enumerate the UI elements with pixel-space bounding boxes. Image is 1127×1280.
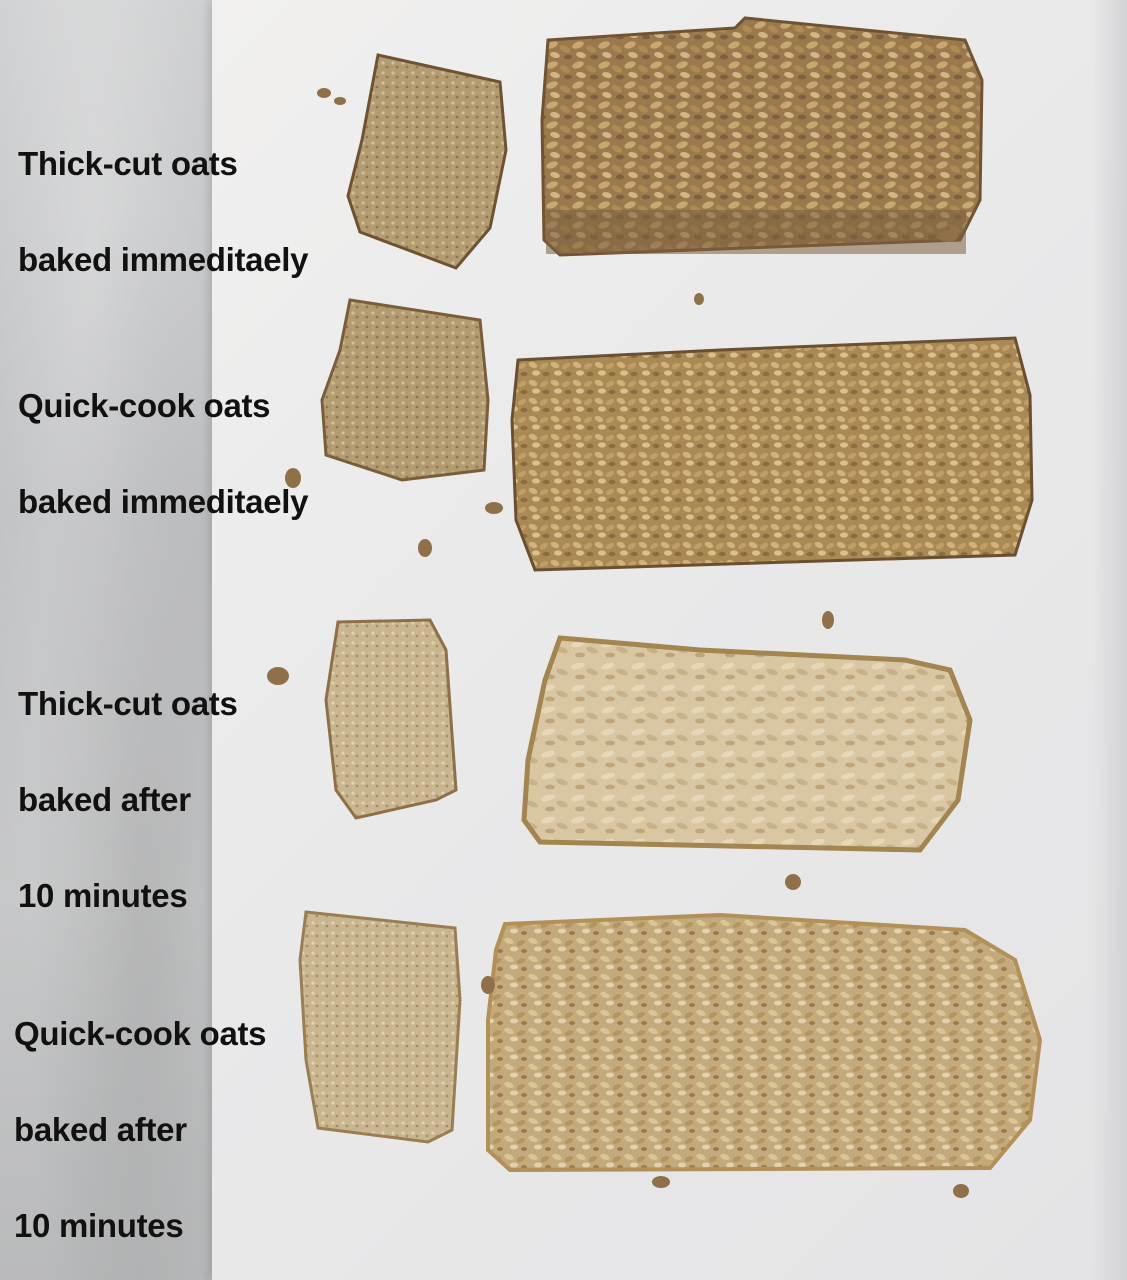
caption-3: Thick-cut oats baked after 10 minutes (18, 632, 238, 968)
caption-3-line-3: 10 minutes (18, 877, 188, 914)
bar-1 (540, 16, 984, 257)
caption-1-line-1: Thick-cut oats (18, 145, 238, 182)
caption-4: Quick-cook oats baked after 10 minutes (14, 962, 267, 1280)
bar-1-side (546, 210, 966, 254)
caption-4-line-2: baked after (14, 1111, 187, 1148)
bar-3 (521, 635, 973, 853)
caption-1: Thick-cut oats baked immeditaely (18, 92, 309, 332)
caption-2: Quick-cook oats baked immeditaely (18, 334, 309, 574)
slice-3 (324, 618, 458, 820)
caption-2-line-2: baked immeditaely (18, 483, 309, 520)
bar-4 (486, 912, 1043, 1173)
loose-crumbs (267, 88, 969, 1198)
caption-4-line-3: 10 minutes (14, 1207, 184, 1244)
grey-countertop (0, 0, 230, 1280)
slice-2 (320, 298, 490, 482)
plate-rim (1091, 0, 1127, 1280)
caption-3-line-2: baked after (18, 781, 191, 818)
slice-1 (346, 53, 508, 270)
bar-2 (510, 336, 1034, 572)
caption-4-line-1: Quick-cook oats (14, 1015, 267, 1052)
caption-2-line-1: Quick-cook oats (18, 387, 271, 424)
caption-3-line-1: Thick-cut oats (18, 685, 238, 722)
caption-1-line-2: baked immeditaely (18, 241, 309, 278)
slice-4 (298, 910, 462, 1144)
